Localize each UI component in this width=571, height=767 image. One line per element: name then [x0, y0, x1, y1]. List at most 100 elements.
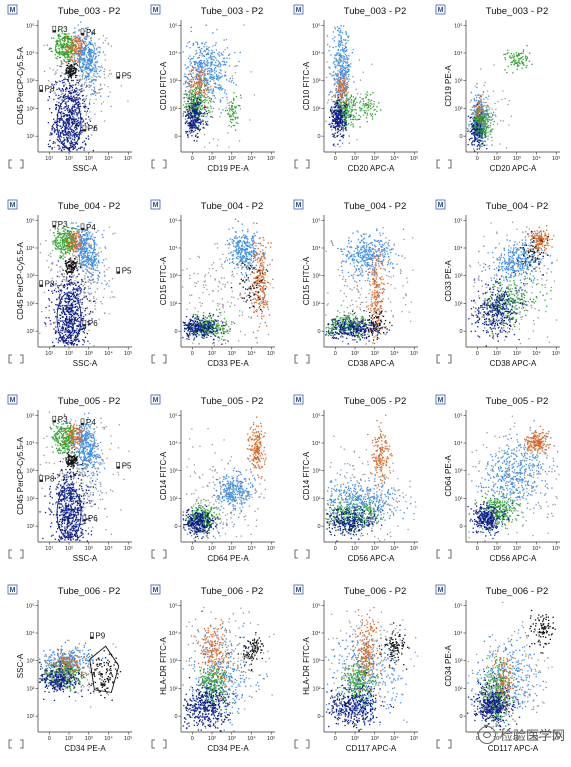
y-tick-label: 10²: [170, 496, 178, 502]
resize-handle-icon[interactable]: [295, 550, 309, 558]
y-axis-label: CD19 PE-A: [444, 65, 453, 107]
y-tick-label: 10³: [313, 469, 321, 475]
y-tick-label: 10³: [455, 274, 463, 280]
x-axis-label: CD64 PE-A: [207, 554, 249, 563]
y-axis-label: CD45 PerCP-Cy5.5-A: [16, 241, 25, 319]
x-tick-label: 10¹: [45, 156, 53, 162]
y-tick-label: 10⁵: [169, 602, 177, 609]
gate-p3[interactable]: P3: [53, 220, 68, 229]
m-badge-icon[interactable]: M: [436, 5, 445, 14]
panel-title: Tube_006 - P2: [344, 586, 407, 597]
resize-handle-icon[interactable]: [295, 160, 309, 168]
cluster-blue: [468, 629, 549, 723]
m-badge-icon[interactable]: M: [294, 200, 303, 209]
x-tick-label: 10⁵: [267, 350, 275, 357]
data-points: [325, 227, 413, 345]
m-badge-icon[interactable]: M: [151, 5, 160, 14]
m-badge-icon[interactable]: M: [8, 585, 17, 594]
cluster-grey: [325, 26, 373, 147]
x-tick-label: 10³: [513, 546, 521, 552]
y-tick-label: 10⁴: [454, 50, 463, 57]
gate-p3[interactable]: P3: [53, 25, 68, 34]
m-badge-icon[interactable]: M: [294, 395, 303, 404]
m-badge-icon[interactable]: M: [8, 395, 17, 404]
y-tick-label: 0: [174, 329, 177, 335]
y-tick-label: 0: [317, 714, 320, 720]
y-tick-label: 10³: [455, 659, 463, 665]
resize-handle-icon[interactable]: [437, 740, 451, 748]
m-badge-icon[interactable]: M: [294, 5, 303, 14]
gate-p6[interactable]: P6: [83, 514, 98, 523]
cluster-green: [503, 45, 533, 74]
gate-p8[interactable]: P8: [40, 85, 55, 94]
x-tick-label: 0: [334, 736, 337, 742]
cluster-navy: [468, 498, 514, 539]
gate-p3[interactable]: P3: [53, 415, 68, 424]
resize-handle-icon[interactable]: [152, 355, 166, 363]
resize-handle-icon[interactable]: [9, 550, 23, 558]
x-tick-label: 10⁴: [532, 350, 541, 357]
x-tick-label: 10³: [228, 351, 236, 357]
resize-handle-icon[interactable]: [152, 550, 166, 558]
x-tick-label: 10²: [65, 156, 73, 162]
y-tick-label: 0: [174, 714, 177, 720]
m-badge-icon[interactable]: M: [151, 585, 160, 594]
m-badge-icon[interactable]: M: [8, 5, 17, 14]
gate-p5[interactable]: P5: [117, 461, 132, 470]
y-axis-label: HLA-DR FITC-A: [159, 636, 168, 694]
x-tick-label: 10²: [208, 546, 216, 552]
gate-p8[interactable]: P8: [40, 280, 55, 289]
resize-handle-icon[interactable]: [437, 355, 451, 363]
resize-handle-icon[interactable]: [9, 355, 23, 363]
m-badge-icon[interactable]: M: [436, 200, 445, 209]
resize-handle-icon[interactable]: [152, 160, 166, 168]
x-tick-label: 10⁴: [247, 735, 256, 742]
x-tick-label: 10⁴: [390, 545, 399, 552]
resize-handle-icon[interactable]: [437, 160, 451, 168]
m-badge-icon[interactable]: M: [294, 585, 303, 594]
data-points: [325, 607, 418, 732]
data-points: [182, 607, 274, 732]
y-tick-label: 10⁵: [312, 602, 320, 609]
resize-handle-icon[interactable]: [9, 740, 23, 748]
m-badge-icon[interactable]: M: [151, 395, 160, 404]
resize-handle-icon[interactable]: [437, 550, 451, 558]
gate-p8[interactable]: P8: [40, 475, 55, 484]
m-badge-icon[interactable]: M: [436, 585, 445, 594]
cluster-orange: [524, 426, 551, 454]
resize-handle-icon[interactable]: [9, 160, 23, 168]
x-tick-label: 10³: [85, 156, 93, 162]
y-tick-label: 10²: [313, 496, 321, 502]
panel-title: Tube_006 - P2: [201, 586, 264, 597]
resize-handle-icon[interactable]: [152, 740, 166, 748]
x-tick-label: 10⁴: [247, 350, 256, 357]
y-tick-label: 10⁵: [169, 22, 177, 29]
m-badge-icon[interactable]: M: [151, 200, 160, 209]
y-tick-label: 10²: [313, 686, 321, 692]
x-tick-label: 0: [334, 156, 337, 162]
resize-handle-icon[interactable]: [295, 355, 309, 363]
y-axis-label: CD45 PerCP-Cy5.5-A: [16, 46, 25, 124]
cluster-blue: [325, 474, 414, 524]
svg-text:M: M: [296, 7, 302, 14]
gate-p4[interactable]: P4: [81, 223, 96, 232]
x-tick-label: 10²: [493, 546, 501, 552]
m-badge-icon[interactable]: M: [8, 200, 17, 209]
y-tick-label: 10⁴: [169, 440, 178, 447]
m-badge-icon[interactable]: M: [436, 395, 445, 404]
y-axis-label: CD15 FITC-A: [159, 256, 168, 305]
x-tick-label: 10³: [371, 546, 379, 552]
resize-handle-icon[interactable]: [295, 740, 309, 748]
gate-p5[interactable]: P5: [117, 266, 132, 275]
gate-p5[interactable]: P5: [117, 71, 132, 80]
x-axis-label: CD20 APC-A: [348, 164, 395, 173]
x-tick-label: 10³: [228, 156, 236, 162]
gate-p6[interactable]: P6: [83, 124, 98, 133]
axes: [466, 410, 560, 542]
gate-p9[interactable]: P9: [90, 632, 105, 641]
